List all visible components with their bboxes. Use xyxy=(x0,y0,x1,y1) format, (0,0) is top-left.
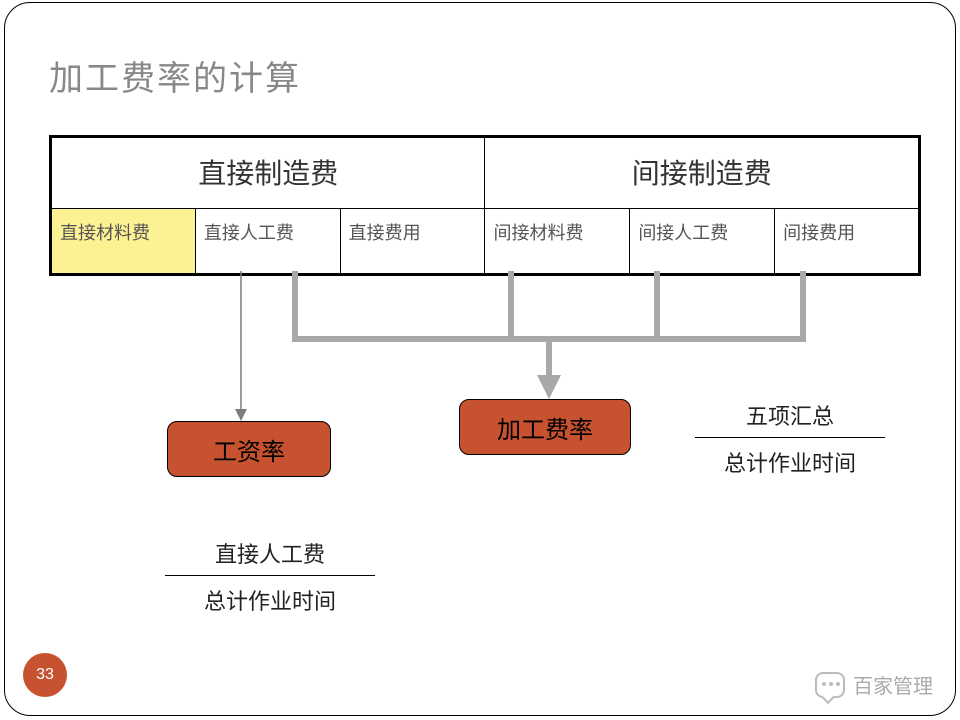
wage-rate-box: 工资率 xyxy=(167,421,331,477)
connector-lines xyxy=(5,3,956,716)
fraction-bottom-den: 总计作业时间 xyxy=(165,582,375,616)
fraction-bottom-line xyxy=(165,575,375,576)
wechat-icon xyxy=(815,672,845,698)
header-indirect: 间接制造费 xyxy=(485,137,920,209)
fraction-bottom-num: 直接人工费 xyxy=(165,537,375,573)
fraction-right-den: 总计作业时间 xyxy=(695,444,885,478)
cell-indirect-labor: 间接人工费 xyxy=(630,209,775,275)
cell-direct-expense: 直接费用 xyxy=(340,209,485,275)
fraction-direct-labor: 直接人工费 总计作业时间 xyxy=(165,537,375,616)
processing-rate-box: 加工费率 xyxy=(459,399,631,455)
cost-table: 直接制造费 间接制造费 直接材料费 直接人工费 直接费用 间接材料费 间接人工费… xyxy=(49,135,921,276)
cell-indirect-material: 间接材料费 xyxy=(485,209,630,275)
table-header-row: 直接制造费 间接制造费 xyxy=(51,137,920,209)
page-number: 33 xyxy=(36,666,54,684)
cell-indirect-expense: 间接费用 xyxy=(775,209,920,275)
slide-frame: 加工费率的计算 直接制造费 间接制造费 直接材料费 直接人工费 直接费用 间接材… xyxy=(4,2,956,716)
processing-rate-label: 加工费率 xyxy=(497,410,593,445)
fraction-right-line xyxy=(695,437,885,438)
fraction-five-items: 五项汇总 总计作业时间 xyxy=(695,399,885,478)
wage-rate-label: 工资率 xyxy=(213,432,285,467)
cell-direct-labor: 直接人工费 xyxy=(195,209,340,275)
cell-direct-material: 直接材料费 xyxy=(51,209,196,275)
watermark-text: 百家管理 xyxy=(853,670,933,699)
slide-title: 加工费率的计算 xyxy=(49,51,301,100)
page-number-badge: 33 xyxy=(23,653,67,697)
fraction-right-num: 五项汇总 xyxy=(695,399,885,435)
watermark: 百家管理 xyxy=(815,670,933,699)
table-cell-row: 直接材料费 直接人工费 直接费用 间接材料费 间接人工费 间接费用 xyxy=(51,209,920,275)
header-direct: 直接制造费 xyxy=(51,137,485,209)
